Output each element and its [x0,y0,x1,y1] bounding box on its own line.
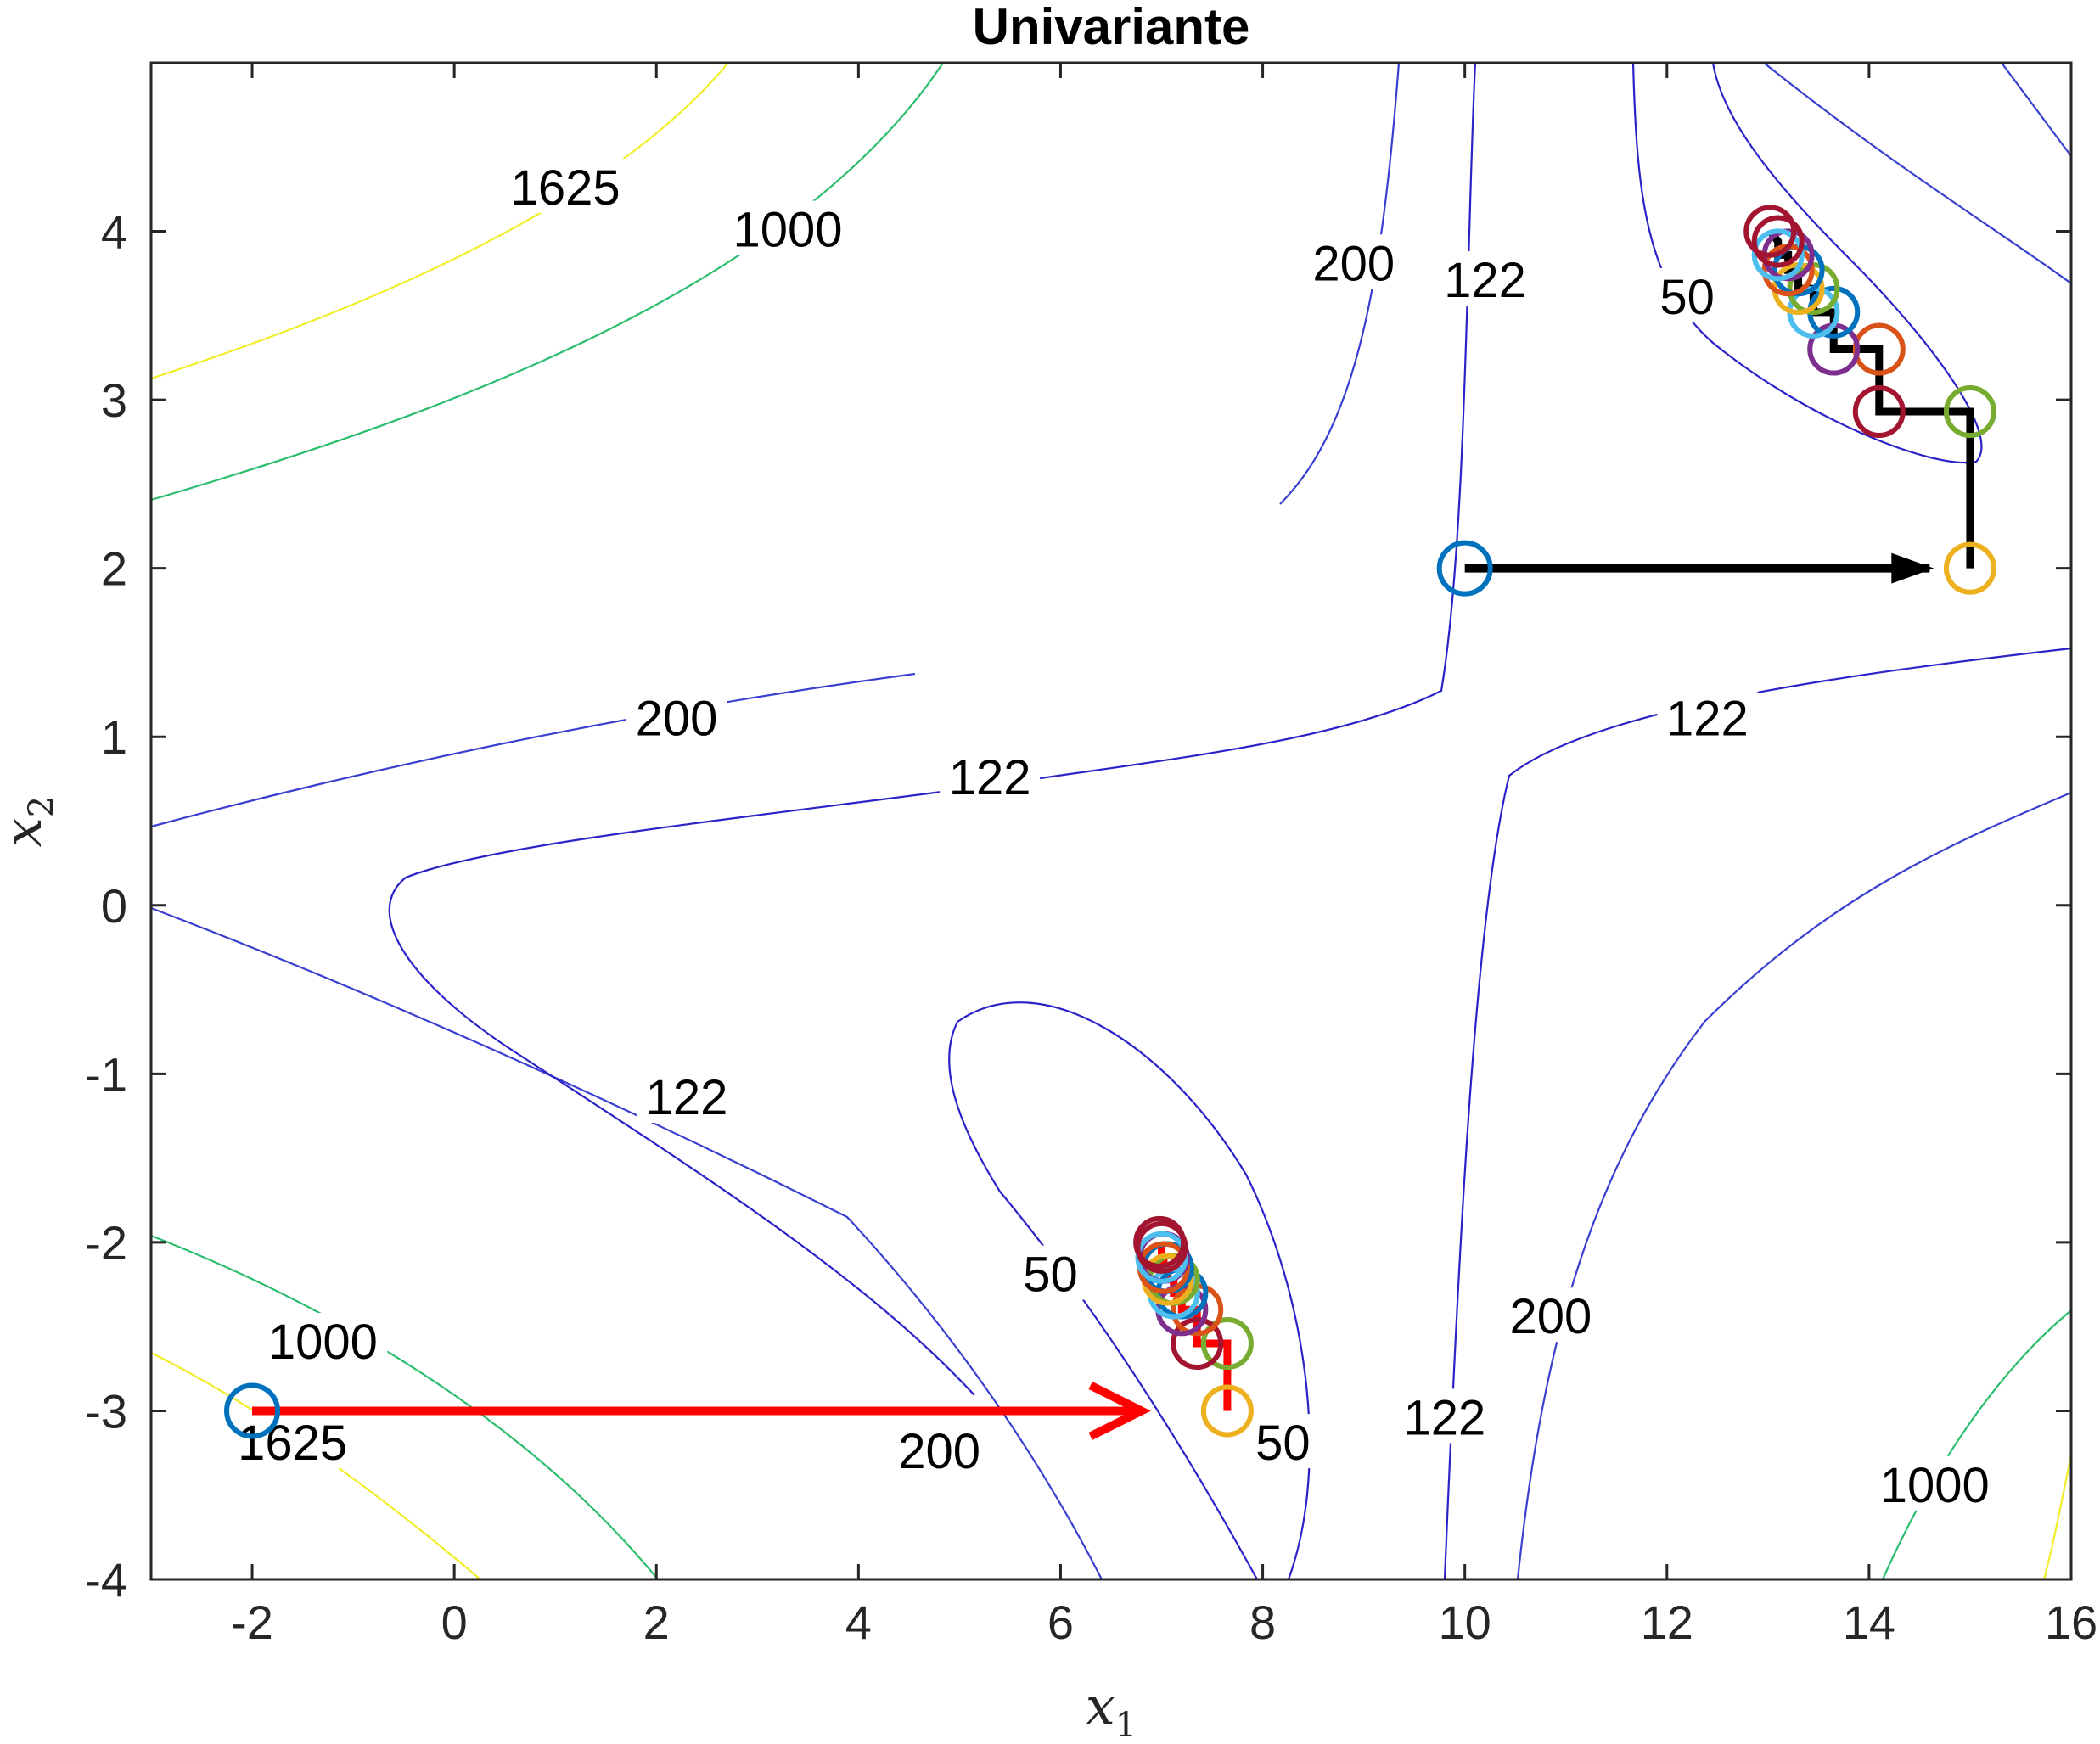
contour-label: 50 [1255,1416,1311,1471]
x-axis-label: x1 [1086,1675,1137,1744]
contour-label: 1625 [511,160,620,216]
y-tick-label: 3 [101,373,127,427]
contour-1000-right [1881,1309,2072,1580]
axes-box [149,61,2073,1581]
x-tick-label: 4 [845,1595,872,1649]
contour-label-bg [889,1422,990,1478]
contour-label-bg [1247,1414,1319,1469]
iterate-marker [1943,385,1996,439]
contour-1000-top [150,62,944,502]
y-tick-label: 4 [101,205,127,259]
contour-label: 1000 [1880,1458,1990,1513]
contour-label-bg [1651,267,1723,322]
y-tick-label: 0 [101,879,127,933]
y-tick-label: 2 [101,542,127,596]
chart-title: Univariante [973,0,1250,55]
contour-label-bg [626,689,727,744]
y-tick-label: -3 [85,1384,127,1438]
contour-label-bg [258,1313,388,1368]
iterate-marker [1133,1215,1187,1269]
contour-label-bg [1500,1287,1601,1343]
x-tick-label: 14 [1843,1595,1895,1649]
contour-122-right [1443,647,2072,1580]
iterate-marker [1751,215,1805,268]
plot-area [151,63,2071,1579]
contour-label: 50 [1659,270,1715,325]
contour-label: 122 [646,1070,728,1125]
contour-1625-top [150,62,729,380]
contour-200-topright2 [2001,62,2072,157]
contour-1625-right [2042,1454,2073,1580]
contour-label: 122 [1403,1390,1485,1445]
arrow-head [1891,552,1934,584]
iterate-marker [1200,1317,1254,1371]
iterate-marker [1743,205,1797,258]
x-tick-label: 16 [2045,1595,2097,1649]
start-point-marker [224,1382,281,1439]
iterate-marker [1171,1317,1224,1371]
x-tick-label: 12 [1641,1595,1693,1649]
contour-label-bg [1394,1388,1495,1444]
contour-labels: 1625 1000 200 122 50 200 122 122 122 50 1000 1625 20… [227,158,2000,1513]
contour-label: 200 [1312,236,1395,291]
x-tick-label: 6 [1047,1595,1074,1649]
contour-200-lowerleft [150,906,1103,1580]
contour-122-upper [388,62,1477,1396]
y-tick-label: -4 [85,1553,127,1607]
contour-label: 122 [1666,691,1749,746]
iterate-marker [1852,385,1906,439]
contour-50-lower [948,1001,1311,1580]
contour-1000-bottom [150,1234,659,1580]
x-tick-label: -2 [231,1595,273,1649]
contour-label: 200 [636,691,718,746]
contour-label: 1625 [238,1416,347,1471]
contour-lines [150,62,2073,1580]
contour-label: 200 [1509,1289,1592,1344]
contour-200-lowerright [1516,791,2072,1580]
contour-label-bg [1870,1455,2000,1511]
contour-label: 1000 [733,203,843,258]
y-tick-label: -2 [85,1216,127,1270]
y-tick-label: 1 [101,710,127,764]
contour-label: 1000 [268,1315,378,1370]
contour-200-topright [1763,62,2072,284]
contour-label-bg [1435,251,1536,306]
contour-200-left [150,672,916,828]
x-tick-label: 0 [441,1595,468,1649]
arrow-head [1088,1381,1151,1440]
iterate-marker [1200,1384,1254,1438]
contour-label-bg [636,1068,737,1124]
x-tick-label: 2 [643,1595,670,1649]
contour-label: 122 [949,750,1031,805]
iterate-marker [1943,541,1996,595]
x-tick-label: 8 [1249,1595,1276,1649]
contour-label: 200 [898,1424,980,1479]
contour-label-bg [723,200,853,255]
contour-label-bg [1014,1245,1086,1300]
contour-label-bg [501,158,631,213]
contour-label-bg [1657,689,1758,744]
y-axis-label: x2 [0,796,61,847]
y-tick-label: -1 [85,1047,127,1101]
x-tick-label: 10 [1439,1595,1491,1649]
contour-label-bg [940,748,1041,803]
optimization-paths [224,205,1996,1440]
contour-200-vert [1279,62,1401,505]
contour-label-bg [227,1414,357,1469]
iterate-marker [1751,228,1805,282]
start-point-marker [1436,540,1493,597]
contour-label: 122 [1444,253,1526,308]
contour-label-bg [1303,234,1404,289]
contour-label: 50 [1023,1248,1078,1303]
